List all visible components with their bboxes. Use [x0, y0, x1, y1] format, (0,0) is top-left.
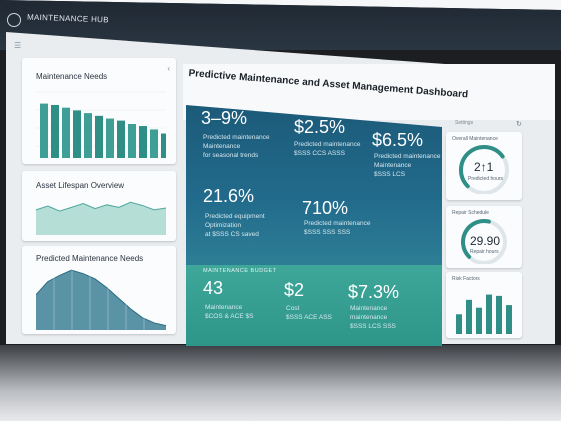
kpi-label: Maintenance [350, 305, 388, 312]
close-icon[interactable]: ‹ [167, 64, 170, 73]
repair-schedule-card[interactable]: Repair Schedule 29.90 Repair hours [446, 206, 522, 268]
asset-lifespan-chart [36, 201, 166, 235]
kpi-value: 3–9% [201, 108, 248, 128]
gauge-arc [461, 219, 491, 259]
card-title: Risk Factors [452, 276, 480, 282]
budget-panel [186, 265, 442, 346]
kpi-label: Maintenance [374, 162, 412, 169]
gauge-chart [461, 219, 507, 264]
bar [73, 110, 81, 158]
kpi-value: 710% [302, 198, 349, 218]
bar [456, 314, 462, 334]
card-title: Maintenance Needs [36, 72, 108, 81]
card-title: Asset Lifespan Overview [36, 181, 125, 190]
asset-lifespan-card[interactable]: Asset Lifespan Overview [22, 171, 176, 241]
bar [51, 104, 59, 158]
kpi-value: $6.5% [372, 130, 424, 150]
card-title: Repair Schedule [452, 210, 489, 216]
kpi-label: Predicted maintenance [294, 141, 361, 148]
desk-reflection [0, 345, 561, 421]
app-logo-icon [7, 13, 21, 27]
bar [506, 305, 512, 334]
kpi-label: Predicted maintenance [304, 220, 371, 227]
risk-factors-card[interactable]: Risk Factors [446, 272, 522, 338]
predicted-needs-card[interactable]: Predicted Maintenance Needs [22, 246, 176, 334]
maintenance-needs-card[interactable]: Maintenance Needs ‹ [22, 58, 176, 164]
bar [466, 299, 472, 334]
kpi-label: $SSS SSS SSS [304, 229, 351, 236]
area-line [36, 201, 166, 212]
predicted-needs-chart [36, 268, 166, 330]
kpi-label: $SSS CCS ASSS [294, 150, 345, 157]
risk-factors-chart [456, 294, 512, 334]
kpi-value: 43 [203, 278, 224, 298]
gauge-label: Repair hours [470, 249, 499, 255]
app-title: MAINTENANCE HUB [26, 12, 109, 25]
refresh-icon[interactable]: ↻ [516, 121, 522, 128]
kpi-label: $SSS LCS SSS [350, 323, 396, 330]
kpi-value: 21.6% [203, 186, 255, 206]
gauge-chart [459, 145, 509, 194]
kpi-label: Predicted maintenance [203, 134, 270, 141]
gauge-value: 2↑1 [474, 160, 494, 174]
gauge-value: 29.90 [470, 234, 501, 248]
bar [161, 133, 166, 158]
kpi-label: Optimization [205, 222, 242, 229]
area-line [36, 269, 166, 327]
kpi-label: for seasonal trends [203, 152, 259, 159]
bar [150, 129, 158, 158]
kpi-label: $COS & ACE $S [205, 313, 254, 320]
bar [40, 103, 48, 158]
menu-icon[interactable]: ☰ [14, 41, 22, 50]
gauge-arc [459, 145, 505, 189]
kpi-label: Maintenance [203, 143, 241, 150]
bar [128, 124, 136, 158]
bar [106, 118, 114, 158]
bar [95, 115, 103, 158]
card-title: Predicted Maintenance Needs [36, 254, 144, 263]
section-label: MAINTENANCE BUDGET [203, 268, 277, 274]
kpi-panel-top [186, 105, 442, 265]
settings-label[interactable]: Settings [455, 120, 474, 126]
area-fill [36, 270, 166, 330]
maintenance-needs-chart [36, 91, 166, 158]
kpi-value: $2 [284, 280, 305, 300]
kpi-label: Predicted equipment [205, 213, 265, 220]
kpi-value: $7.3% [348, 282, 400, 302]
kpi-label: at $SSS CS saved [205, 231, 259, 238]
kpi-label: $SSS ACE ASS [286, 314, 332, 321]
kpi-label: Predicted maintenance [374, 153, 441, 160]
bar [476, 307, 482, 334]
bar [117, 120, 125, 158]
kpi-value: $2.5% [294, 117, 346, 137]
kpi-label: $SSS LCS [374, 171, 406, 178]
kpi-label: Maintenance [205, 304, 243, 311]
bar [84, 113, 92, 158]
bar [62, 107, 70, 158]
bar [496, 295, 502, 334]
card-title: Overall Maintenance [452, 136, 498, 142]
kpi-label: maintenance [350, 314, 388, 321]
bar [486, 294, 492, 334]
bar [139, 126, 147, 158]
overall-maintenance-card[interactable]: Overall Maintenance 2↑1 Predicted hours [446, 132, 522, 200]
kpi-label: Cost [286, 305, 300, 312]
gauge-label: Predicted hours [468, 176, 504, 182]
area-fill [36, 202, 166, 235]
